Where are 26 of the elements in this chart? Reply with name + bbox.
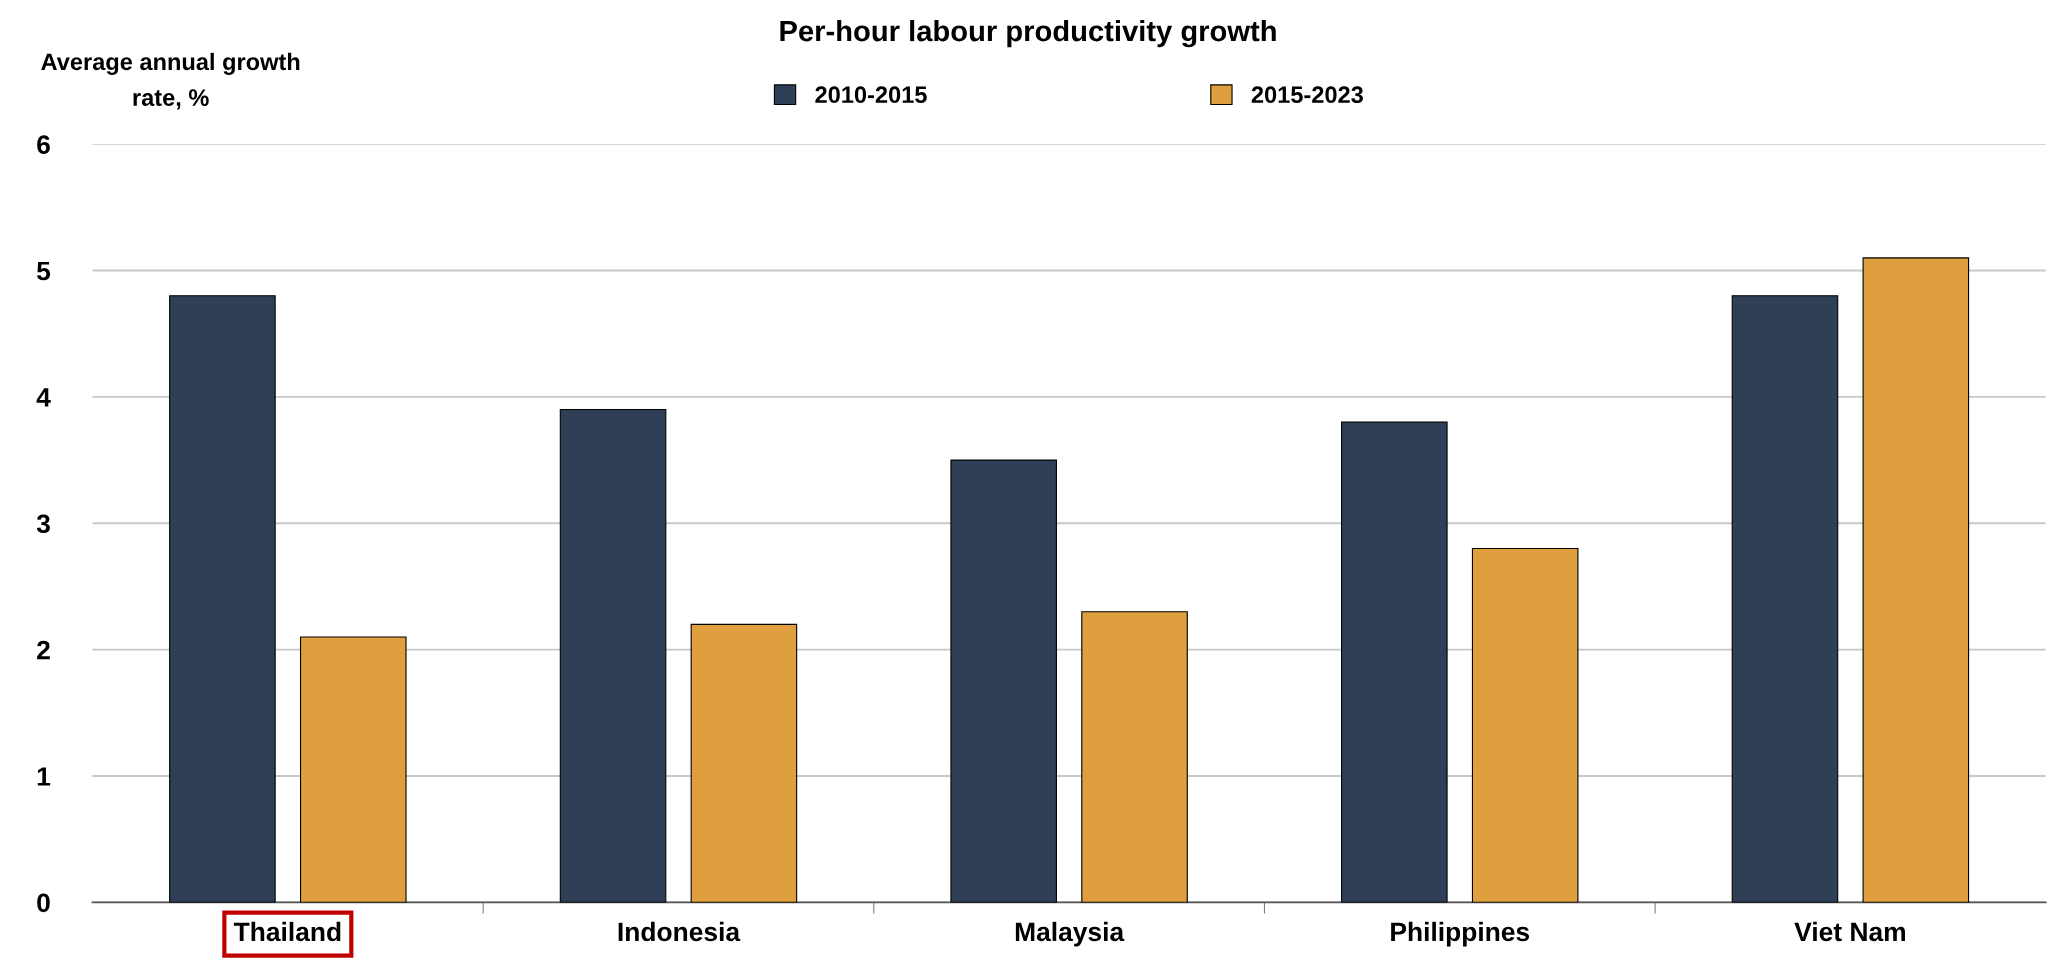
- y-tick-label: 5: [36, 261, 51, 281]
- x-tick-label: Indonesia: [618, 921, 741, 942]
- y-tick-label: 0: [37, 893, 50, 913]
- legend-label: 2015-2023: [1251, 86, 1363, 104]
- bar: [559, 408, 667, 903]
- y-tick-label: 6: [37, 135, 50, 154]
- x-tick-label: Philippines: [1391, 921, 1530, 947]
- bar: [1081, 611, 1188, 903]
- x-tick-label: Thailand: [233, 921, 341, 942]
- x-tick-label: Malaysia: [1015, 921, 1125, 947]
- bar: [299, 636, 407, 903]
- bar: [1341, 421, 1448, 903]
- bar: [169, 295, 276, 903]
- chart-title: Per-hour labour productivity growth: [780, 19, 1276, 48]
- bar: [690, 623, 798, 903]
- bar: [1862, 257, 1970, 903]
- y-tick-label: 3: [36, 514, 50, 534]
- y-tick-label: 1: [37, 767, 51, 786]
- x-tick-label: Viet Nam: [1794, 921, 1905, 942]
- legend-label: 2010-2015: [815, 86, 927, 104]
- y-tick-label: 2: [37, 640, 50, 660]
- bar: [1731, 295, 1839, 903]
- y-axis-title: Average annual growth rate, %: [41, 52, 300, 110]
- bar: [950, 459, 1057, 903]
- y-tick-label: 4: [36, 388, 51, 407]
- bar: [1471, 547, 1579, 903]
